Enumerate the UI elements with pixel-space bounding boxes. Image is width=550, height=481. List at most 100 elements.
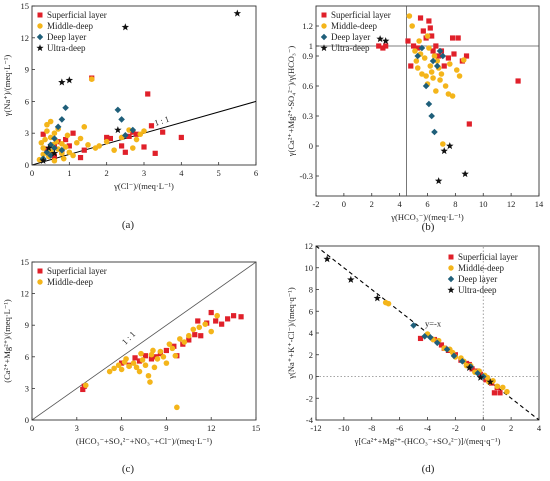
data-point-circle [174,404,180,411]
data-point-circle [148,351,155,358]
data-point-circle [419,71,425,77]
data-points [80,309,244,411]
data-point-circle [385,300,392,307]
series-ultra-deep [323,255,494,386]
data-point-diamond [436,47,444,55]
x-tick-label: 4 [398,199,403,209]
y-tick-label: 8 [309,285,313,295]
data-point-square [192,332,198,338]
data-point-circle [166,341,173,347]
data-point-square [410,43,417,49]
reference-lines [32,262,256,420]
data-point-circle [433,88,439,94]
data-point-circle [431,53,438,59]
panel-b: -2 0 2 4 6 8 10 12 14 -0.3 0 0.3 0.6 0.91 1.2 γ(HCO₃⁻)/… [286,5,544,233]
x-tick-label: -2 [452,423,459,433]
data-point-diamond [474,369,481,377]
y-tick-label: 0 [25,415,29,425]
data-point-square [430,48,436,54]
data-point-diamond [58,116,66,123]
data-point-circle [437,77,443,83]
data-point-diamond [418,44,426,52]
x-tick-label: 1 [67,168,71,178]
data-point-circle [130,145,136,151]
data-point-circle [60,155,67,162]
x-tick-label: 15 [252,423,261,433]
y-axis-label: (Ca²⁺+Mg²⁺)/(meq·L⁻¹) [2,299,12,383]
data-point-circle [51,130,58,136]
data-point-square [51,153,57,160]
y-tick-label: 0.9 [302,51,313,61]
data-point-square [449,35,456,41]
data-point-circle [133,364,140,371]
data-point-star [323,255,331,263]
data-point-diamond [47,152,54,159]
data-point-circle [172,352,179,359]
x-tick-label: 8 [453,199,457,209]
panel-label: (d) [422,463,435,475]
legend-marker [37,23,43,29]
data-point-circle [81,124,88,130]
data-point-circle [427,63,434,69]
legend-marker [37,12,43,18]
series-middle-deep [36,76,147,164]
x-tick-label: 0 [342,199,346,209]
data-point-square [119,360,125,366]
data-point-circle [115,362,122,369]
y-tick-label: 9 [25,320,29,330]
data-point-circle [142,362,149,369]
data-point-circle [62,144,69,150]
legend-marker [36,44,44,52]
x-tick-label: 6 [254,168,258,178]
data-point-star [121,23,130,31]
y-tick-label: 9 [25,65,29,75]
data-point-square [219,321,225,327]
data-point-square [213,318,219,324]
data-point-square [497,390,503,396]
data-point-diamond [425,100,433,108]
data-point-circle [126,127,132,133]
data-point-star [233,9,242,17]
y-tick-label: 3 [25,128,29,138]
legend-label: Superficial layer [458,252,518,262]
legend-marker [448,265,454,271]
data-point-circle [126,363,132,370]
legend-marker [320,44,328,52]
panel-label: (a) [122,219,135,231]
data-point-circle [96,143,102,149]
y-tick-label: 0 [25,160,29,170]
y-tick-label: -2 [306,393,313,403]
data-point-star [39,156,47,164]
y-tick-label: 0.3 [302,111,313,121]
y-tick-label: 1.2 [302,21,313,31]
data-point-diamond [431,128,438,136]
data-point-circle [130,360,137,366]
data-point-circle [44,128,50,134]
data-point-square [441,63,447,69]
data-point-diamond [114,106,122,114]
data-point-circle [163,360,170,366]
data-point-square [145,91,151,97]
data-point-star [434,177,443,185]
y-tick-label: -4 [306,415,314,425]
data-point-star [58,78,66,86]
data-point-circle [111,147,117,153]
data-point-star [373,294,382,302]
data-point-circle [449,93,456,99]
data-point-circle [169,345,176,352]
data-point-square [178,134,184,141]
data-point-diamond [129,126,137,134]
data-point-diamond [459,357,466,365]
data-point-square [417,335,424,342]
panel-d: -12 -10 -8 -6 -4 -2 0 2 4 -4 -2 0 2 4 6 8 10 12 γ[Ca²⁺+Mg²… [286,241,542,475]
data-point-diamond [433,339,441,347]
x-axis-label: γ[Ca²⁺+Mg²⁺-(HCO₃⁻+SO₄²⁻)]/(meq·q⁻¹) [354,436,501,446]
data-points [376,13,521,185]
data-point-circle [504,388,510,395]
panel-a: 0 1 2 3 4 5 603691215γ(Cl⁻)/(meq·L⁻¹)γ(Na⁺)/(m… [2,1,258,231]
y-tick-label: 12 [21,289,30,299]
series-deep-layer [39,104,137,162]
